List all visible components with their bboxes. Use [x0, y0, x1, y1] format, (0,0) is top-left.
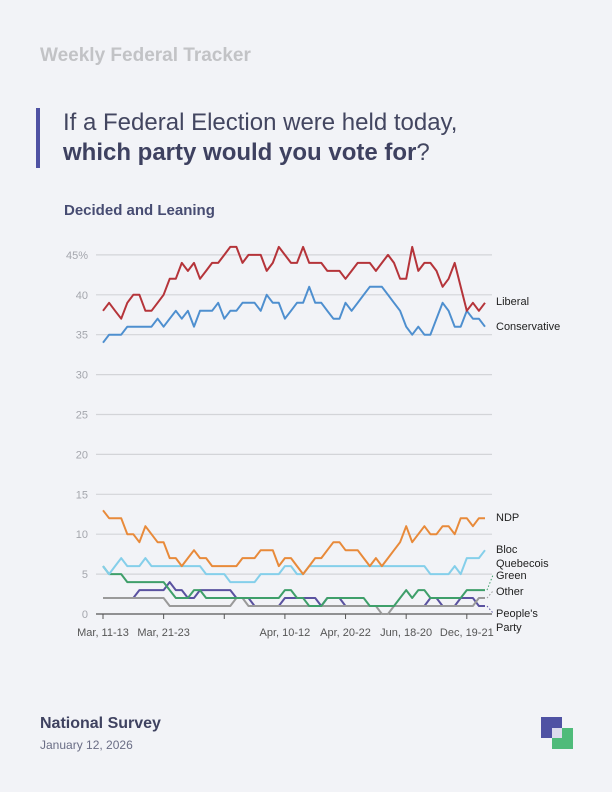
x-tick-label: Jun, 18-20: [380, 627, 432, 639]
logo-icon: [541, 717, 573, 749]
y-tick-label: 25: [76, 410, 88, 422]
series-line-bloc-quebecois: [102, 549, 486, 584]
y-tick-label: 5: [82, 569, 88, 581]
series-label: Conservative: [496, 321, 560, 333]
y-tick-label: 45%: [66, 250, 88, 262]
series-line-green: [102, 565, 485, 607]
x-tick-label: Apr, 10-12: [260, 627, 311, 639]
x-tick-label: Apr, 20-22: [320, 627, 371, 639]
series-line-other: [103, 597, 485, 615]
y-tick-label: 0: [82, 609, 88, 621]
y-tick-label: 30: [76, 370, 88, 382]
footer-title: National Survey: [40, 715, 161, 732]
series-label: Other: [496, 586, 524, 598]
label-leader: [486, 590, 494, 599]
series-label: Bloc: [496, 544, 518, 556]
series-label: NDP: [496, 512, 519, 524]
x-tick-label: Dec, 19-21: [440, 627, 494, 639]
question-regular: If a Federal Election were held today,: [63, 109, 458, 136]
series-label: Party: [496, 622, 522, 634]
label-leader: [486, 605, 494, 614]
question-bold: which party would you vote for: [63, 139, 417, 166]
series-label: Green: [496, 570, 527, 582]
x-tick-label: Mar, 11-13: [77, 627, 129, 639]
series-label: Liberal: [496, 296, 529, 308]
question-heading: If a Federal Election were held today, w…: [63, 108, 523, 168]
series-line-liberal: [102, 245, 486, 320]
y-tick-label: 10: [76, 529, 88, 541]
series-line-conservative: [102, 285, 486, 344]
question-end: ?: [416, 139, 430, 166]
series-line-ndp: [102, 509, 485, 576]
tracker-title: Weekly Federal Tracker: [40, 45, 251, 66]
y-tick-label: 40: [76, 290, 88, 302]
x-tick-label: Mar, 21-23: [137, 627, 190, 639]
label-leader: [486, 574, 494, 591]
chart-subtitle: Decided and Leaning: [64, 202, 215, 219]
series-label: People's: [496, 608, 538, 620]
y-tick-label: 15: [76, 489, 88, 501]
y-tick-label: 20: [76, 449, 88, 461]
footer-date: January 12, 2026: [40, 738, 133, 752]
question-accent-bar: [36, 108, 40, 168]
y-tick-label: 35: [76, 330, 88, 342]
series-label: Quebecois: [496, 558, 549, 570]
